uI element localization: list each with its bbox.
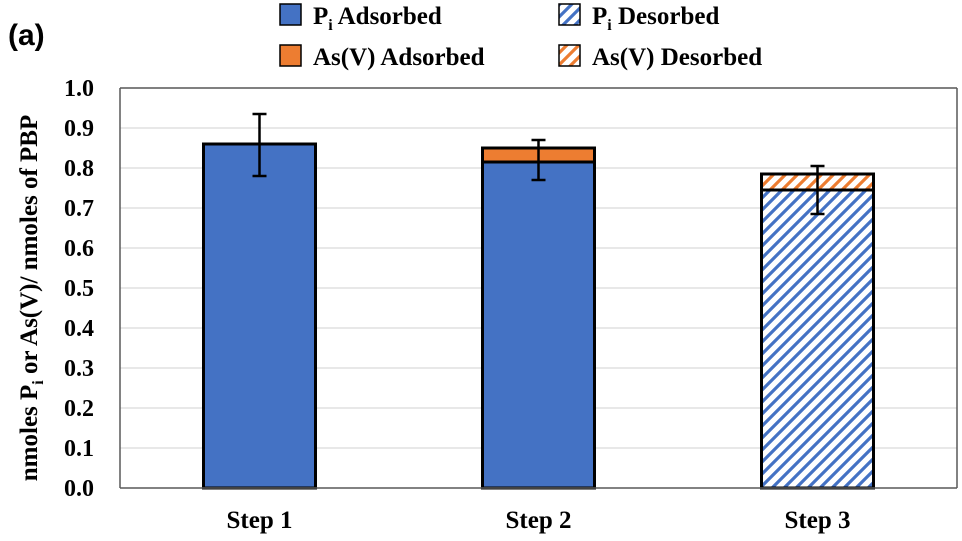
y-axis-title-subscript: i xyxy=(30,380,47,385)
legend-swatch-pi-adsorbed xyxy=(279,3,302,26)
bar-segment-pi-desorbed-step-3 xyxy=(761,190,874,488)
bar-segment-pi-adsorbed-step-2 xyxy=(482,162,595,488)
legend-label-pi-adsorbed: Pi Adsorbed xyxy=(313,3,442,34)
legend-swatch-asv-adsorbed xyxy=(279,44,302,67)
y-axis-title: nmoles Pi or As(V)/ nmoles of PBP xyxy=(16,115,47,481)
legend-swatch-pi-desorbed xyxy=(558,3,581,26)
y-tick-label: 0.2 xyxy=(64,396,94,422)
bars xyxy=(202,142,875,490)
y-tick-label: 0.6 xyxy=(64,236,94,262)
y-axis-title-text: or As(V)/ nmoles of PBP xyxy=(16,115,43,381)
error-bars xyxy=(252,112,825,216)
bar-segment-pi-adsorbed-step-1 xyxy=(203,144,316,488)
y-tick-label: 0.8 xyxy=(64,156,94,182)
y-tick-label: 0.1 xyxy=(64,436,94,462)
axes xyxy=(119,87,958,489)
legend-label-asv-desorbed: As(V) Desorbed xyxy=(592,44,762,71)
panel-label: (a) xyxy=(8,19,45,52)
x-category-labels: Step 1 Step 2 Step 3 xyxy=(227,507,851,534)
y-tick-label: 0.5 xyxy=(64,276,94,302)
y-tick-label: 0.9 xyxy=(64,116,94,142)
x-tick-label-step-1: Step 1 xyxy=(227,507,293,534)
y-tick-labels: 0.0 0.1 0.2 0.3 0.4 0.5 0.6 0.7 0.8 0.9 1.0 xyxy=(64,76,94,502)
x-tick-label-step-3: Step 3 xyxy=(785,507,851,534)
legend-label-pi-desorbed: Pi Desorbed xyxy=(592,3,719,34)
y-tick-label: 0.0 xyxy=(64,476,94,502)
legend-swatch-asv-desorbed xyxy=(558,44,581,67)
legend: Pi Adsorbed Pi Desorbed As(V) Adsorbed As(V… xyxy=(279,3,762,71)
y-axis-title-text: nmoles P xyxy=(16,385,43,482)
y-tick-label: 0.7 xyxy=(64,196,94,222)
legend-label-asv-adsorbed: As(V) Adsorbed xyxy=(313,44,485,71)
x-tick-label-step-2: Step 2 xyxy=(506,507,572,534)
y-tick-label: 0.4 xyxy=(64,316,94,342)
y-tick-label: 1.0 xyxy=(64,76,94,102)
y-tick-label: 0.3 xyxy=(64,356,94,382)
